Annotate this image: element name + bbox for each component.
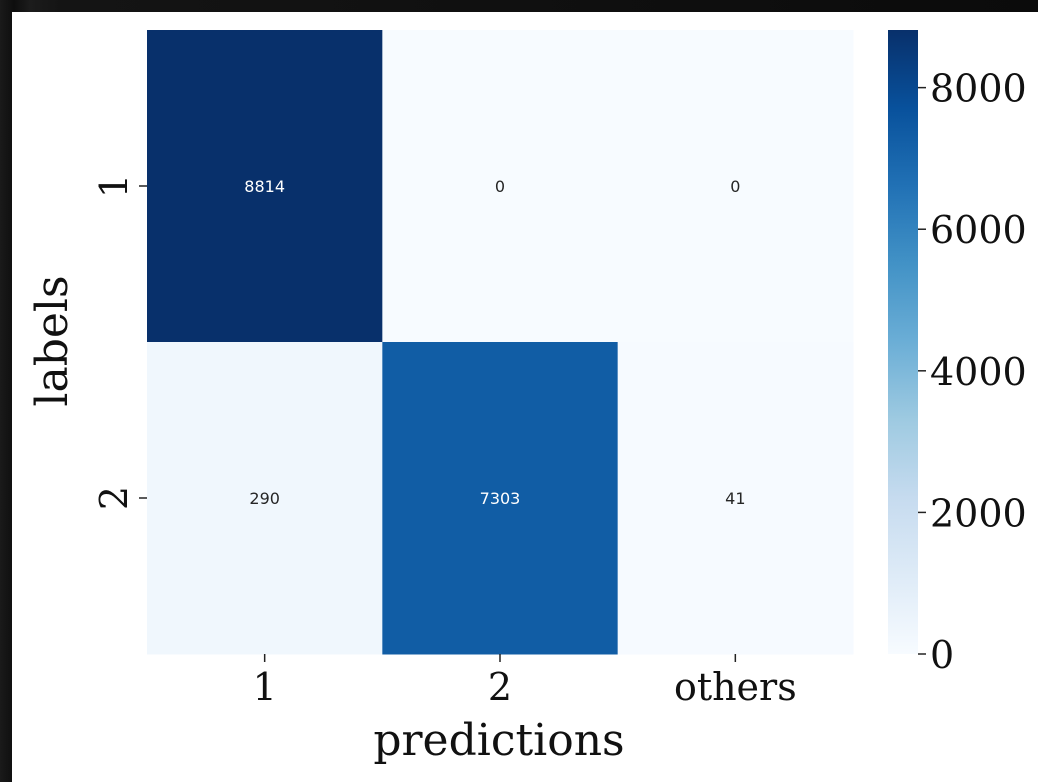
x-axis-ticks: 1 2 others [253, 654, 797, 709]
y-axis-ticks: 12 [92, 174, 147, 510]
x-tick-label: others [674, 665, 797, 709]
heatmap-cell [382, 342, 619, 655]
colorbar-tick-label: 8000 [930, 67, 1027, 111]
heatmap-cell-labels: 8814 0 0 290 7303 41 [244, 177, 745, 508]
heatmap-cell-label: 41 [725, 489, 745, 508]
heatmap-cells [147, 30, 854, 655]
colorbar-tick-label: 6000 [930, 208, 1027, 252]
x-axis-label: predictions [373, 715, 624, 766]
x-tick-label: 2 [488, 665, 512, 709]
y-tick-label: 2 [92, 486, 136, 510]
heatmap-cell [617, 30, 854, 343]
x-tick-label: 1 [253, 665, 277, 709]
colorbar-tick-label: 4000 [930, 350, 1027, 394]
heatmap-cell-label: 0 [495, 177, 505, 196]
colorbar-tick-label: 0 [930, 633, 954, 677]
heatmap-cell [147, 30, 383, 343]
y-tick-label: 1 [92, 174, 136, 198]
heatmap-cell [617, 342, 854, 655]
y-axis-label: labels [27, 275, 78, 406]
heatmap-cell-label: 290 [249, 489, 280, 508]
heatmap-cell [382, 30, 619, 343]
heatmap-cell-label: 7303 [480, 489, 521, 508]
heatmap-cell-label: 0 [730, 177, 740, 196]
heatmap-cell [147, 342, 383, 655]
colorbar-ticks: 0 2000 4000 6000 8000 [918, 67, 1027, 677]
colorbar-tick-label: 2000 [930, 491, 1027, 535]
heatmap-cell-label: 8814 [244, 177, 285, 196]
colorbar [888, 30, 918, 654]
